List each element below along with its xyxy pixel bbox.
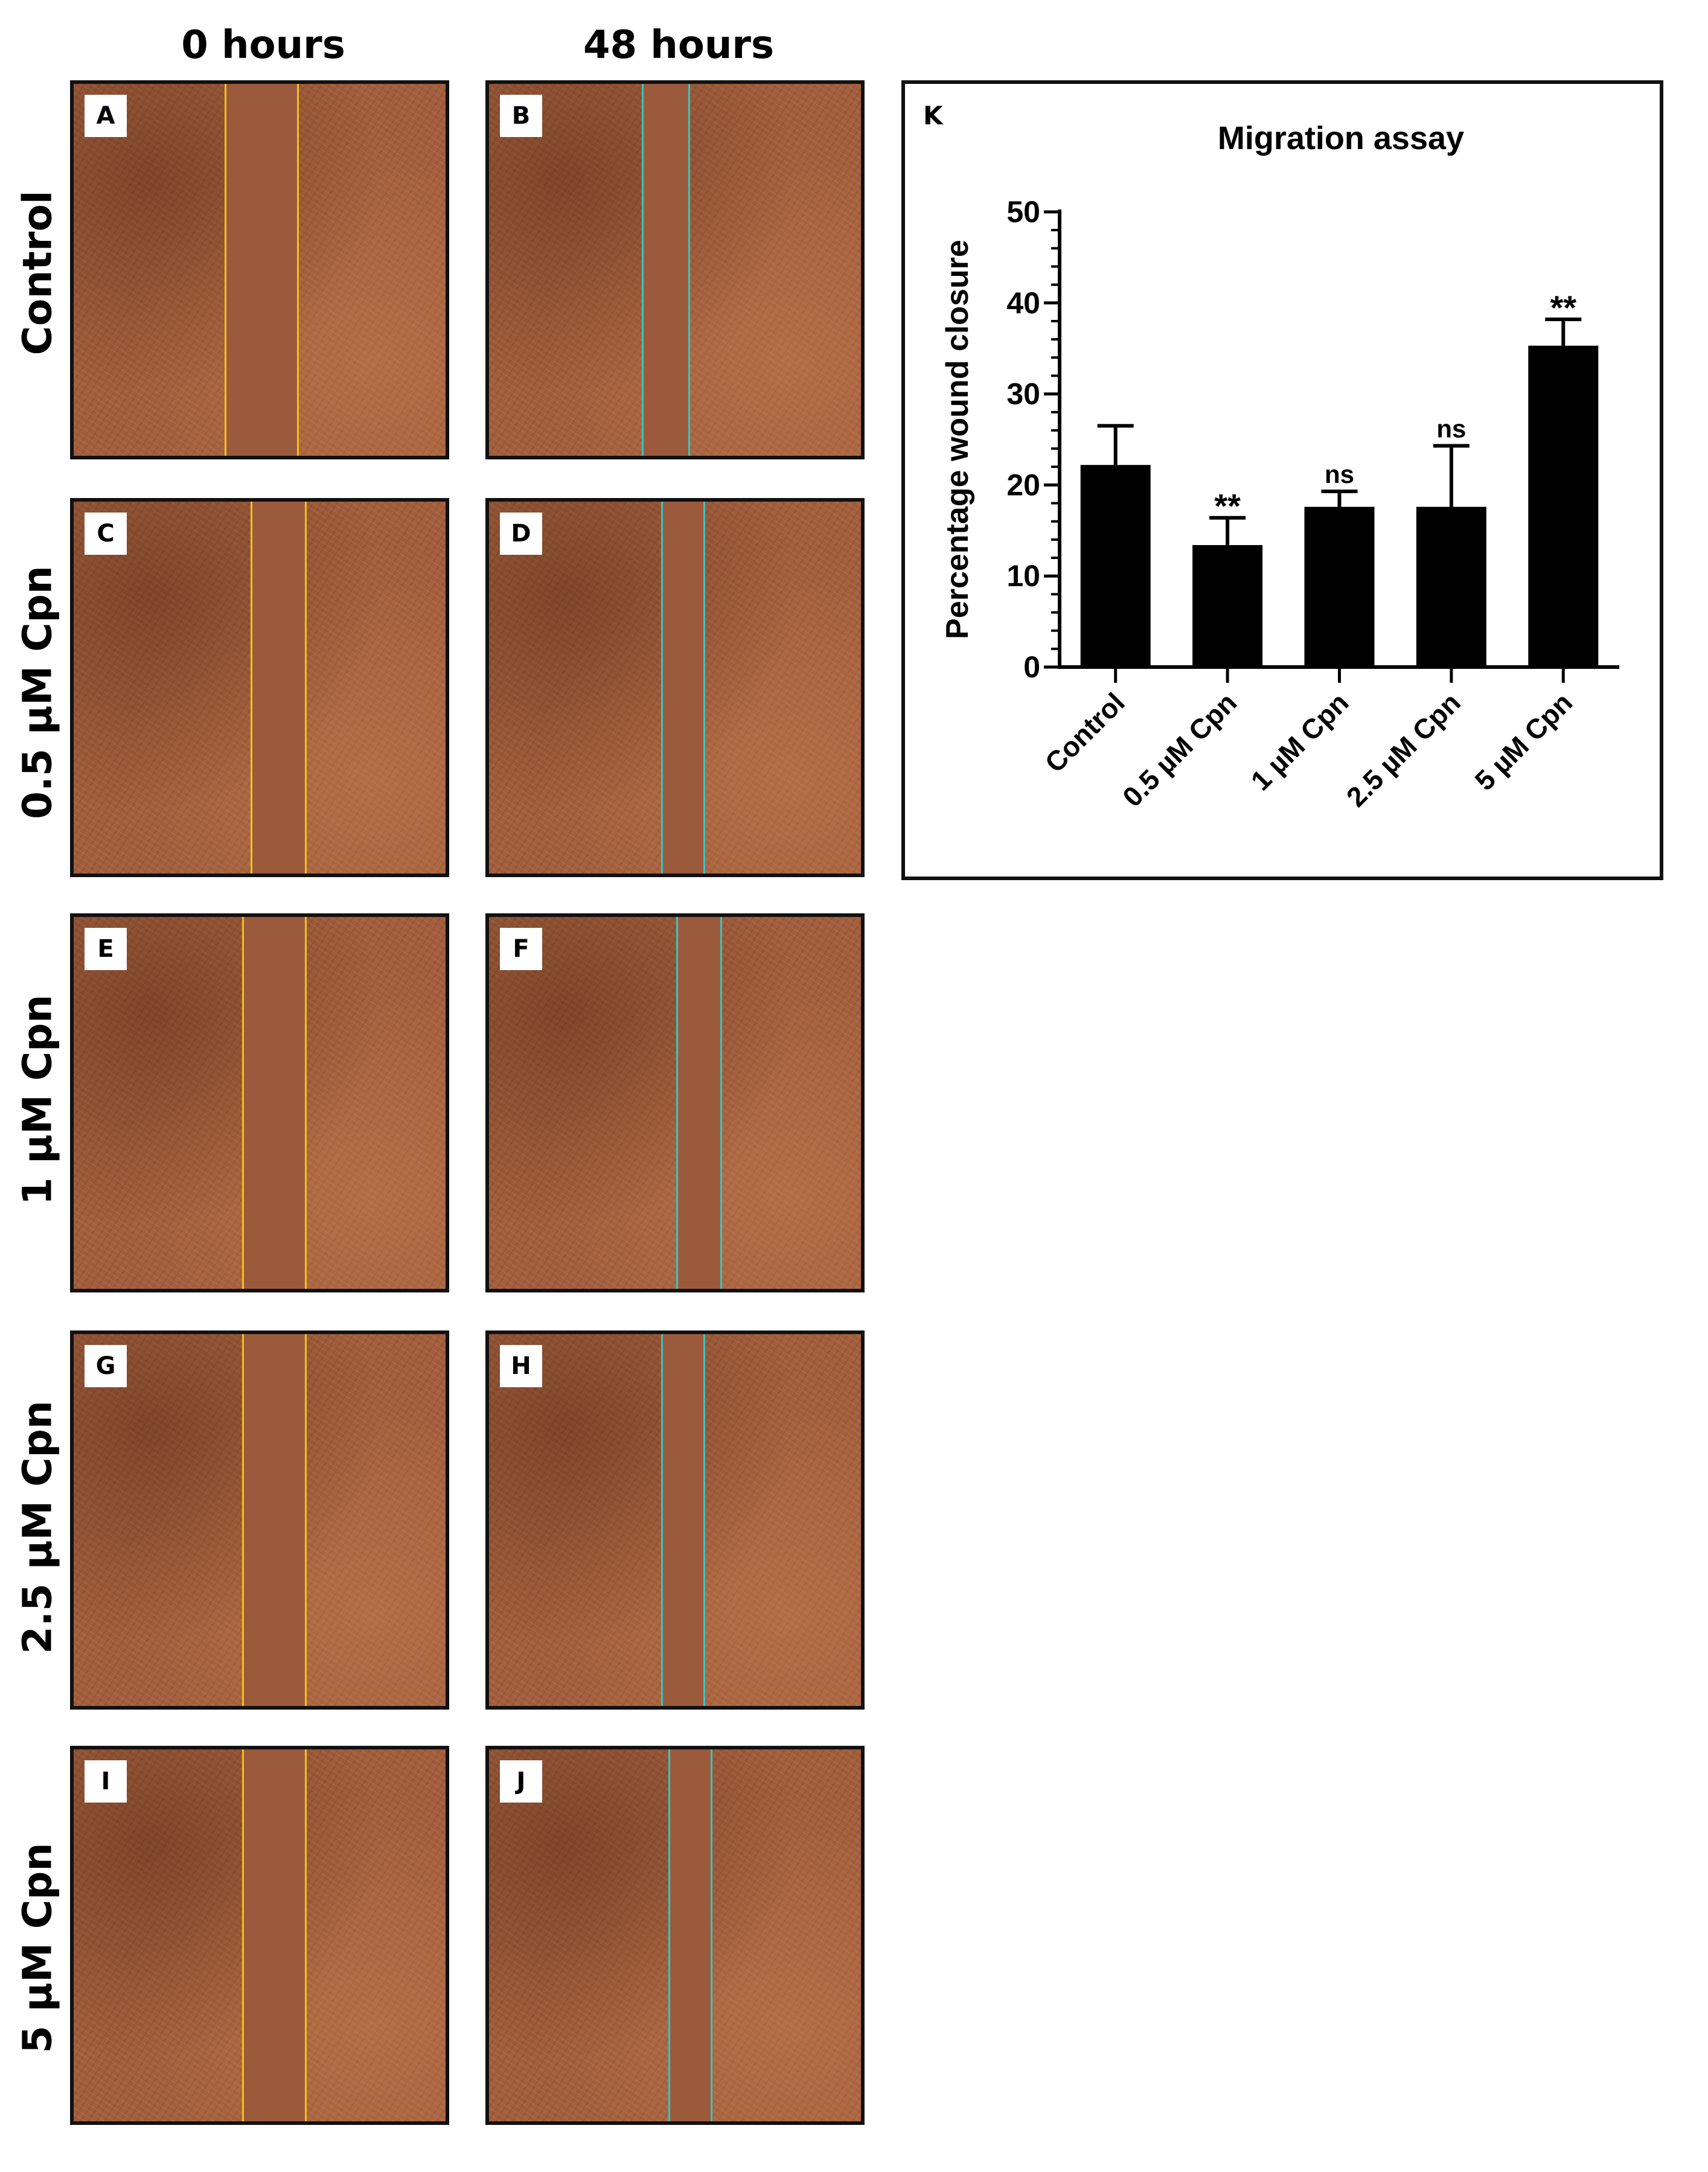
- row-label-2-5-um: 2.5 µM Cpn: [14, 1401, 61, 1654]
- column-header-0-hours: 0 hours: [181, 23, 345, 68]
- chart-panel: K Migration assay 0 10 20 30 40 50 Percentage w…: [901, 80, 1663, 880]
- bar: [1080, 465, 1151, 667]
- significance-label: **: [1214, 487, 1241, 525]
- panel-letter-k: K: [923, 101, 943, 130]
- micrograph-5um-48h: J: [485, 1746, 865, 2125]
- panel-letter-e: E: [85, 928, 127, 970]
- panel-letter-f: F: [500, 928, 542, 970]
- column-header-48-hours: 48 hours: [583, 23, 775, 68]
- panel-letter-b: B: [500, 95, 542, 137]
- y-tick-label: 0: [1023, 650, 1040, 684]
- wound-edge-line: [703, 1334, 705, 1706]
- wound-edge-line: [711, 1749, 712, 2121]
- wound-edge-line: [305, 1749, 307, 2121]
- y-tick-label: 30: [1006, 377, 1040, 411]
- micrograph-5um-0h: I: [70, 1746, 449, 2125]
- bar-chart: Migration assay 0 10 20 30 40 50 Percentage wou…: [940, 120, 1619, 813]
- wound-edge-line: [703, 502, 705, 874]
- row-label-5-um: 5 µM Cpn: [14, 1842, 61, 2054]
- micrograph-control-0h: A: [70, 80, 449, 459]
- x-tick-label: 1 µM Cpn: [1245, 686, 1355, 796]
- significance-label: ns: [1436, 415, 1466, 443]
- y-tick-label: 40: [1006, 286, 1040, 320]
- x-tick-label: 2.5 µM Cpn: [1340, 686, 1467, 813]
- panel-letter-c: C: [85, 513, 127, 555]
- wound-edge-line: [251, 502, 252, 874]
- wound-edge-line: [676, 917, 678, 1289]
- wound-edge-line: [225, 84, 226, 456]
- wound-edge-line: [242, 917, 244, 1289]
- y-tick-label: 50: [1006, 195, 1040, 229]
- wound-edge-line: [661, 502, 663, 874]
- row-label-control: Control: [14, 190, 61, 356]
- y-axis-label: Percentage wound closure: [940, 240, 975, 639]
- micrograph-control-48h: B: [485, 80, 865, 459]
- bar: [1192, 545, 1263, 667]
- wound-edge-line: [720, 917, 722, 1289]
- wound-edge-line: [642, 84, 644, 456]
- micrograph-1um-48h: F: [485, 913, 865, 1292]
- bar: [1416, 506, 1486, 667]
- micrograph-0-5um-0h: C: [70, 498, 449, 877]
- y-tick-label: 20: [1006, 468, 1040, 502]
- x-tick-label: Control: [1038, 686, 1130, 778]
- row-label-0-5-um: 0.5 µM Cpn: [14, 566, 61, 819]
- significance-label: **: [1550, 289, 1577, 327]
- wound-edge-line: [242, 1749, 244, 2121]
- bar: [1304, 506, 1375, 667]
- wound-edge-line: [661, 1334, 663, 1706]
- micrograph-2-5um-0h: G: [70, 1330, 449, 1710]
- wound-edge-line: [305, 917, 307, 1289]
- micrograph-2-5um-48h: H: [485, 1330, 865, 1710]
- panel-letter-j: J: [500, 1760, 542, 1803]
- wound-edge-line: [297, 84, 299, 456]
- wound-edge-line: [688, 84, 690, 456]
- row-label-1-um: 1 µM Cpn: [14, 994, 61, 1206]
- micrograph-0-5um-48h: D: [485, 498, 865, 877]
- bar: [1528, 345, 1599, 667]
- y-tick-label: 10: [1006, 559, 1040, 593]
- wound-edge-line: [305, 502, 307, 874]
- significance-label: ns: [1325, 460, 1354, 488]
- panel-letter-a: A: [85, 95, 127, 137]
- chart-title: Migration assay: [1218, 120, 1464, 156]
- x-tick-label: 5 µM Cpn: [1468, 686, 1578, 796]
- wound-edge-line: [305, 1334, 307, 1706]
- panel-letter-d: D: [500, 513, 542, 555]
- x-tick-label: 0.5 µM Cpn: [1116, 686, 1243, 813]
- wound-edge-line: [242, 1334, 244, 1706]
- panel-letter-g: G: [85, 1345, 127, 1387]
- wound-edge-line: [668, 1749, 670, 2121]
- micrograph-1um-0h: E: [70, 913, 449, 1292]
- panel-letter-h: H: [500, 1345, 542, 1387]
- panel-letter-i: I: [85, 1760, 127, 1803]
